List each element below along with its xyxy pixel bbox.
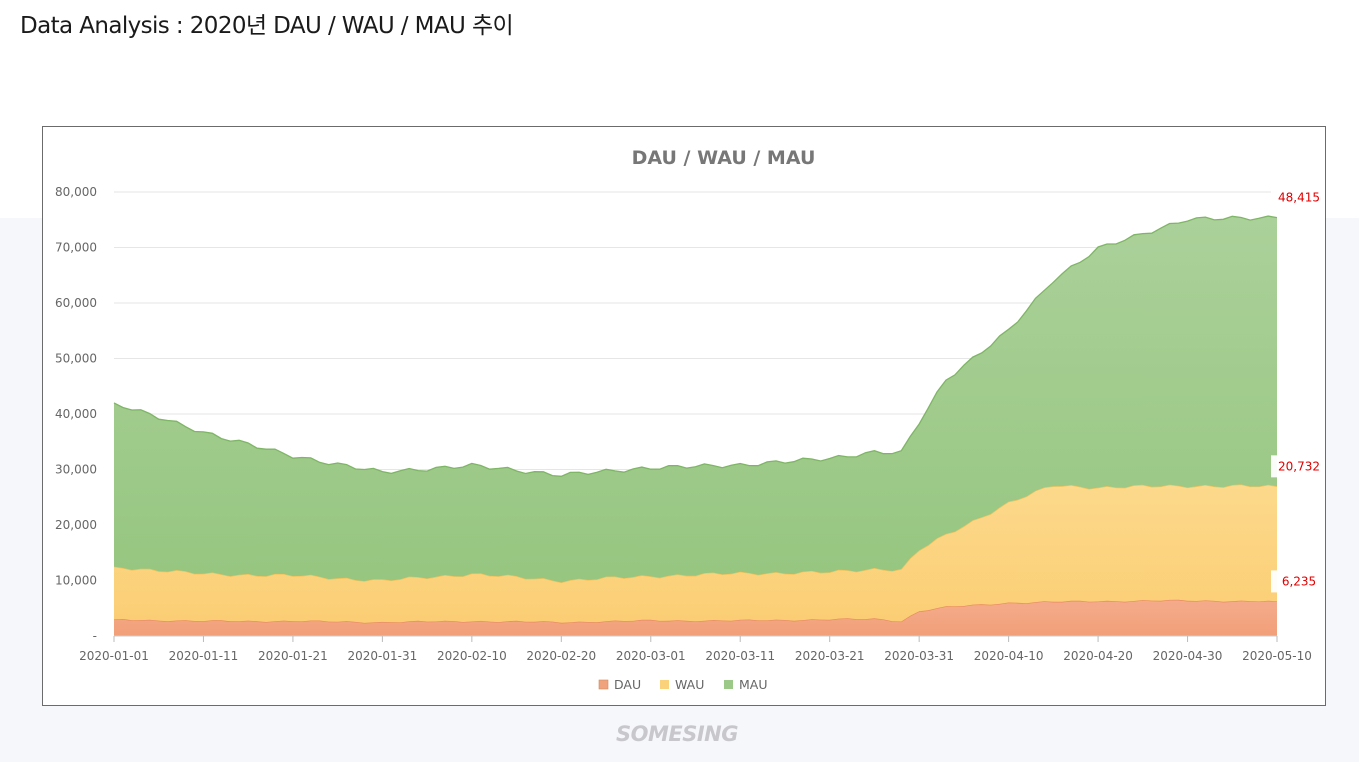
- legend-label-wau: WAU: [675, 677, 704, 692]
- x-tick-label: 2020-02-20: [526, 649, 596, 663]
- x-tick-label: 2020-03-11: [705, 649, 775, 663]
- y-tick-label: 80,000: [55, 185, 97, 199]
- x-tick-label: 2020-01-21: [258, 649, 328, 663]
- y-tick-label: 40,000: [55, 407, 97, 421]
- x-tick-label: 2020-01-11: [169, 649, 239, 663]
- y-tick-label: 30,000: [55, 463, 97, 477]
- x-tick-label: 2020-03-01: [616, 649, 686, 663]
- end-label-mau: 48,415: [1278, 191, 1320, 205]
- x-tick-label: 2020-01-01: [79, 649, 149, 663]
- legend-swatch-mau: [724, 680, 733, 689]
- legend-swatch-wau: [660, 680, 669, 689]
- x-tick-label: 2020-04-20: [1063, 649, 1133, 663]
- page-title: Data Analysis : 2020년 DAU / WAU / MAU 추이: [20, 13, 514, 39]
- chart-title: DAU / WAU / MAU: [632, 147, 816, 169]
- x-tick-label: 2020-01-31: [348, 649, 418, 663]
- y-tick-label: 70,000: [55, 241, 97, 255]
- legend-label-mau: MAU: [739, 677, 768, 692]
- end-label-dau: 6,235: [1282, 574, 1316, 588]
- legend-label-dau: DAU: [614, 677, 641, 692]
- legend-swatch-dau: [598, 679, 609, 690]
- somesing-logo: SOMESING: [616, 722, 738, 746]
- series-line-mau: [113, 215, 1278, 477]
- y-tick-label: 20,000: [55, 518, 97, 532]
- x-tick-label: 2020-04-10: [974, 649, 1044, 663]
- x-tick-label: 2020-05-10: [1242, 649, 1312, 663]
- chart-container: DAU / WAU / MAU - 10,000 20,000 30,000 40,000…: [42, 126, 1326, 706]
- x-tick-label: 2020-04-30: [1153, 649, 1223, 663]
- end-label-bg-dau: [1271, 570, 1325, 593]
- y-tick-label: -: [93, 629, 97, 643]
- y-tick-label: 50,000: [55, 352, 97, 366]
- y-tick-label: 10,000: [55, 574, 97, 588]
- series-area-dau: [114, 599, 1277, 636]
- end-label-wau: 20,732: [1278, 459, 1320, 473]
- y-tick-label: 60,000: [55, 296, 97, 310]
- x-tick-label: 2020-02-10: [437, 649, 507, 663]
- chart-svg: DAU / WAU / MAU - 10,000 20,000 30,000 40,000…: [55, 147, 1325, 692]
- x-tick-label: 2020-03-21: [795, 649, 865, 663]
- series-area-wau: [114, 484, 1277, 623]
- series-area-mau: [114, 216, 1277, 583]
- end-label-bg-wau: [1271, 455, 1325, 478]
- end-label-bg-mau: [1271, 186, 1325, 209]
- x-tick-label: 2020-03-31: [884, 649, 954, 663]
